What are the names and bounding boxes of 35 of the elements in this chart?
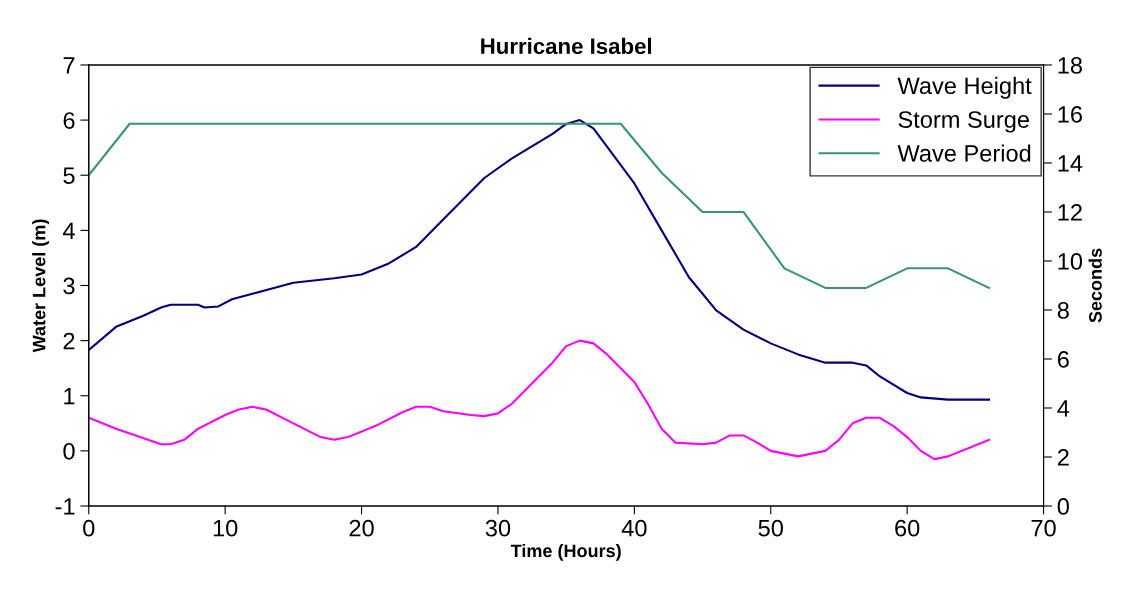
y-axis-title: Water Level (m) bbox=[32, 219, 50, 353]
x-tick-label: 0 bbox=[83, 519, 95, 537]
x-tick-label: 40 bbox=[621, 519, 647, 537]
y-tick-label: 4 bbox=[62, 222, 75, 239]
y2-tick-label: 12 bbox=[1058, 204, 1082, 221]
y2-tick-label: 0 bbox=[1057, 498, 1069, 515]
y-tick-label: 5 bbox=[63, 167, 75, 185]
x-tick-label: 70 bbox=[1031, 519, 1056, 537]
x-tick-label: 10 bbox=[213, 519, 238, 537]
chart-title: Hurricane Isabel bbox=[481, 37, 652, 55]
y-tick-label: -1 bbox=[55, 498, 75, 515]
y2-axis-title: Seconds bbox=[1088, 248, 1102, 323]
y2-tick-label: 14 bbox=[1058, 155, 1083, 172]
y2-tick-label: 4 bbox=[1057, 400, 1070, 417]
y2-tick-label: 10 bbox=[1058, 253, 1083, 270]
x-tick-label: 60 bbox=[895, 519, 920, 537]
y2-tick-label: 8 bbox=[1057, 302, 1069, 319]
legend-label: Storm Surge bbox=[898, 111, 1029, 133]
y2-tick-label: 18 bbox=[1058, 57, 1082, 74]
y2-tick-label: 6 bbox=[1057, 351, 1069, 368]
y-tick-label: 7 bbox=[63, 57, 75, 74]
y-tick-label: 1 bbox=[64, 388, 75, 405]
y-tick-label: 3 bbox=[63, 277, 75, 295]
y-tick-label: 2 bbox=[63, 332, 75, 350]
legend-label: Wave Height bbox=[897, 76, 1032, 99]
x-tick-label: 50 bbox=[758, 519, 783, 537]
x-tick-label: 20 bbox=[349, 519, 374, 537]
y-tick-label: 6 bbox=[63, 112, 75, 129]
y2-tick-label: 16 bbox=[1058, 106, 1082, 123]
legend-label: Wave Period bbox=[897, 144, 1031, 162]
y2-tick-label: 2 bbox=[1057, 449, 1069, 466]
x-tick-label: 30 bbox=[485, 519, 511, 537]
y-tick-label: 0 bbox=[63, 442, 75, 460]
line-series bbox=[88, 339, 991, 461]
x-axis-title: Time (Hours) bbox=[510, 543, 621, 561]
